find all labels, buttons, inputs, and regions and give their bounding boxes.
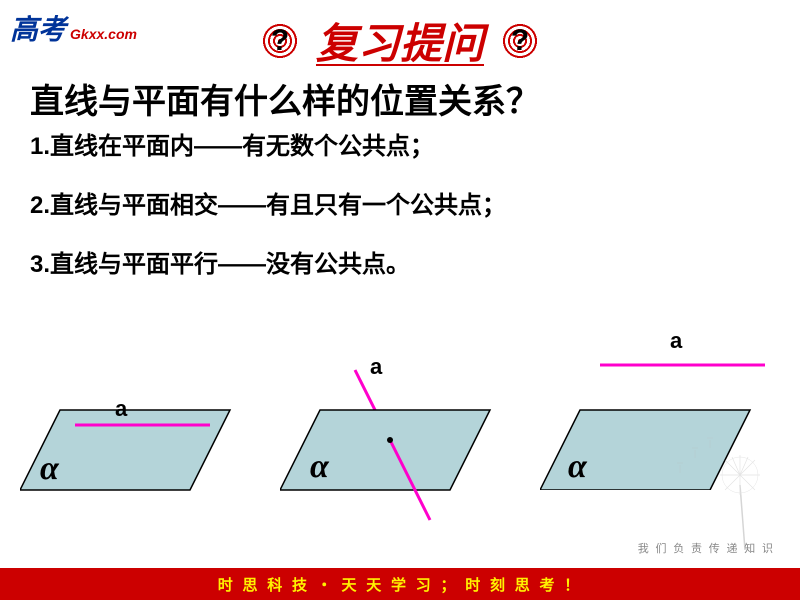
question-icon: ? bbox=[500, 21, 540, 61]
dandelion-decoration bbox=[665, 430, 785, 550]
footer: 时 思 科 技 ・ 天 天 学 习 ； 时 刻 思 考 ！ bbox=[0, 568, 800, 600]
diagram-in-plane: α a bbox=[20, 400, 220, 490]
point-1: 1.直线在平面内——有无数个公共点； bbox=[30, 126, 506, 161]
line-label: a bbox=[370, 354, 382, 380]
page-title: 复习提问 bbox=[316, 10, 484, 71]
main-question: 直线与平面有什么样的位置关系？ bbox=[30, 74, 540, 123]
diagram-intersect: α a bbox=[280, 400, 480, 490]
alpha-label: α bbox=[310, 448, 329, 486]
point-2: 2.直线与平面相交——有且只有一个公共点； bbox=[30, 185, 506, 220]
question-icon: ? bbox=[260, 21, 300, 61]
alpha-label: α bbox=[568, 448, 587, 486]
alpha-label: α bbox=[40, 450, 59, 488]
footer-text: 时 思 科 技 ・ 天 天 学 习 ； 时 刻 思 考 ！ bbox=[218, 574, 583, 595]
points-list: 1.直线在平面内——有无数个公共点； 2.直线与平面相交——有且只有一个公共点；… bbox=[30, 126, 506, 303]
line-label: a bbox=[670, 328, 682, 354]
point-3: 3.直线与平面平行——没有公共点。 bbox=[30, 244, 506, 279]
title-row: ? 复习提问 ? bbox=[0, 10, 800, 71]
slogan: 我 们 负 责 传 递 知 识 bbox=[638, 540, 775, 556]
line-label: a bbox=[115, 396, 127, 422]
